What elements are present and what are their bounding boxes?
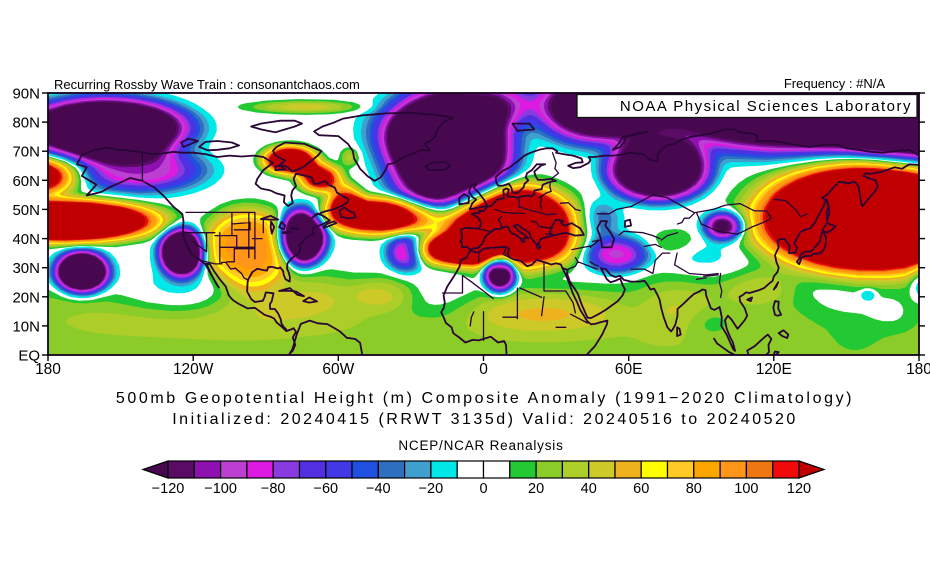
svg-text:20N: 20N xyxy=(12,289,40,306)
svg-text:Frequency : #N/A: Frequency : #N/A xyxy=(784,76,885,91)
svg-text:−20: −20 xyxy=(419,481,444,497)
svg-text:Initialized: 20240415 (RRWT 31: Initialized: 20240415 (RRWT 3135d) Valid… xyxy=(172,411,798,428)
svg-text:30N: 30N xyxy=(12,260,40,277)
svg-text:NCEP/NCAR Reanalysis: NCEP/NCAR Reanalysis xyxy=(398,438,563,453)
svg-text:60: 60 xyxy=(633,481,649,497)
svg-text:−40: −40 xyxy=(366,481,391,497)
svg-text:80: 80 xyxy=(686,481,702,497)
svg-text:50N: 50N xyxy=(12,202,40,219)
svg-text:NOAA Physical Sciences Laborat: NOAA Physical Sciences Laboratory xyxy=(620,98,912,115)
svg-text:0: 0 xyxy=(479,481,487,497)
svg-text:90N: 90N xyxy=(12,86,40,103)
svg-text:20: 20 xyxy=(528,481,544,497)
svg-text:EQ: EQ xyxy=(18,348,40,365)
svg-text:0: 0 xyxy=(479,361,488,378)
svg-text:−120: −120 xyxy=(152,481,185,497)
svg-text:−60: −60 xyxy=(313,481,338,497)
svg-text:Recurring Rossby Wave Train :: Recurring Rossby Wave Train : consonantc… xyxy=(54,77,360,92)
svg-text:40: 40 xyxy=(581,481,597,497)
svg-text:70N: 70N xyxy=(12,144,40,161)
svg-text:−100: −100 xyxy=(204,481,237,497)
svg-text:60W: 60W xyxy=(322,361,354,378)
svg-text:60N: 60N xyxy=(12,173,40,190)
svg-text:40N: 40N xyxy=(12,231,40,248)
svg-text:180: 180 xyxy=(35,361,61,378)
svg-text:120E: 120E xyxy=(756,361,792,378)
svg-text:120: 120 xyxy=(787,481,811,497)
svg-text:10N: 10N xyxy=(12,318,40,335)
svg-text:500mb Geopotential Height (m): 500mb Geopotential Height (m) Composite … xyxy=(116,390,854,407)
svg-text:−80: −80 xyxy=(261,481,286,497)
svg-text:60E: 60E xyxy=(615,361,643,378)
svg-text:100: 100 xyxy=(734,481,758,497)
svg-text:120W: 120W xyxy=(173,361,214,378)
svg-text:80N: 80N xyxy=(12,115,40,132)
svg-text:180: 180 xyxy=(906,361,930,378)
